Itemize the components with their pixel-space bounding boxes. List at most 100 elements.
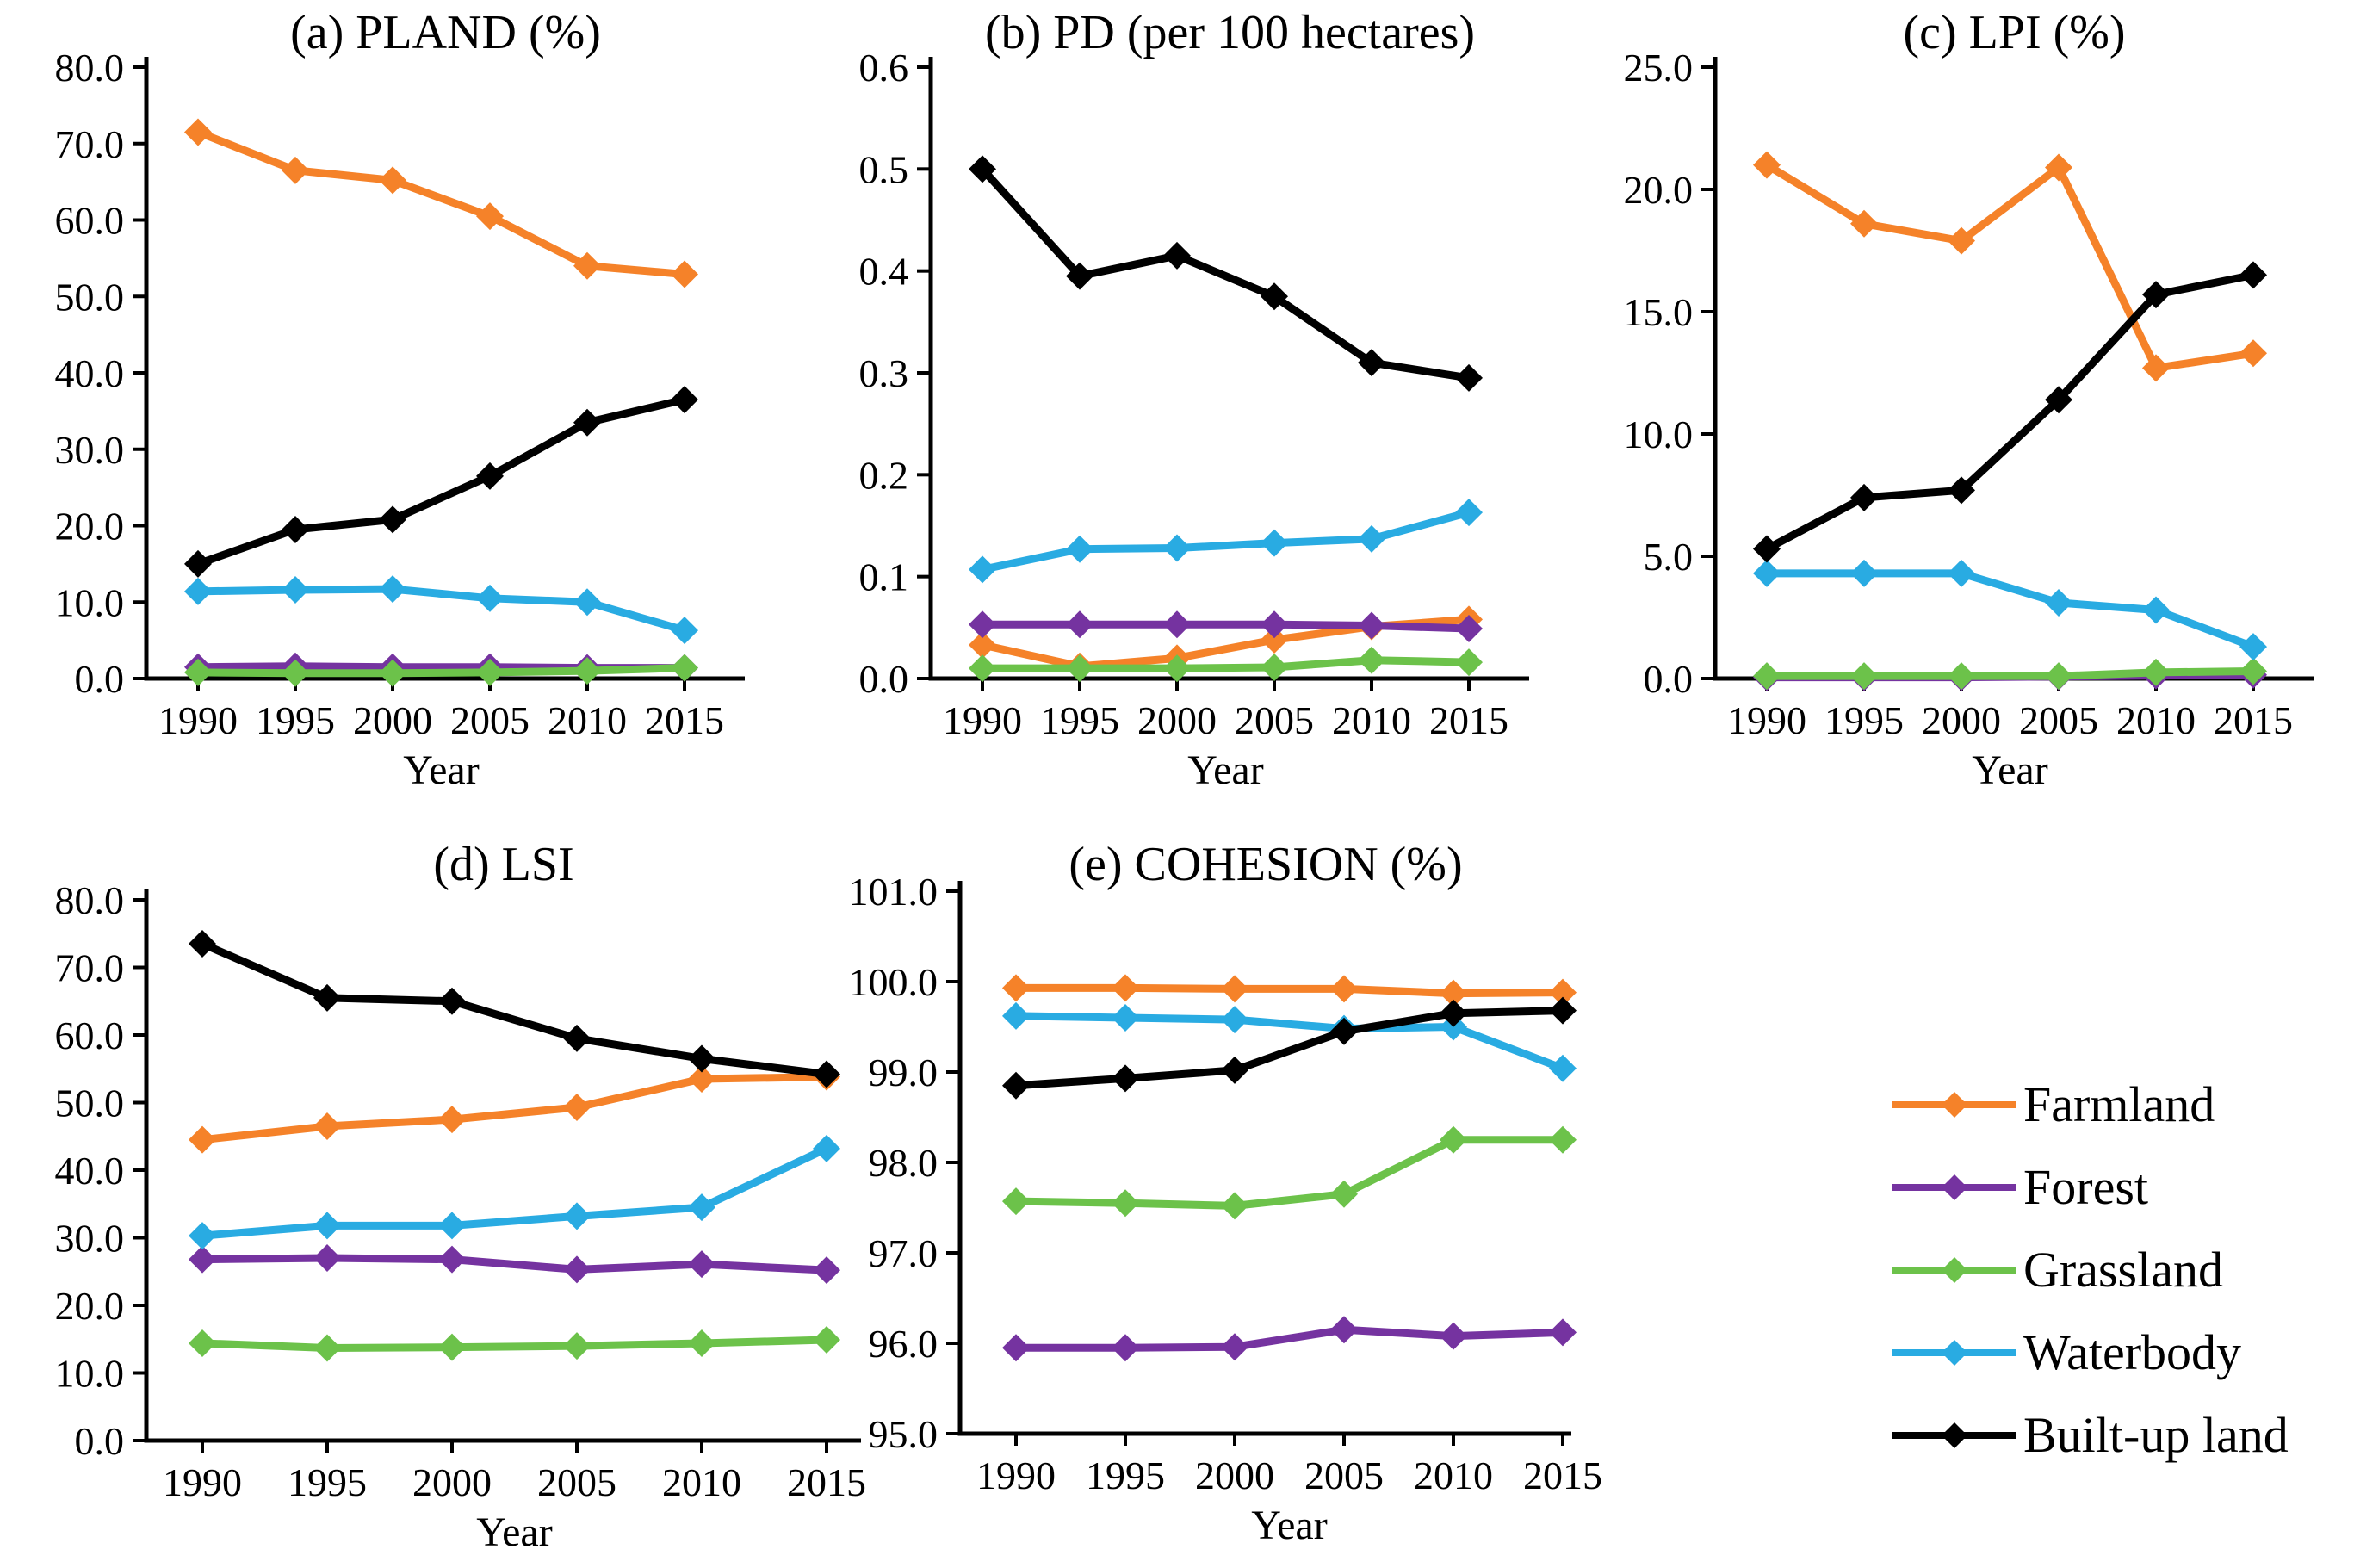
x-tick-label: 1990: [1727, 698, 1806, 742]
data-point-forest: [1455, 615, 1483, 643]
data-point-farmland: [438, 1106, 466, 1134]
x-tick-label: 1990: [158, 698, 238, 742]
data-point-built-up-land: [573, 408, 601, 437]
data-point-waterbody: [1261, 529, 1288, 557]
data-point-waterbody: [2045, 588, 2072, 617]
series-line-forest: [1012, 1325, 1567, 1352]
series-line-grassland: [198, 1336, 831, 1352]
y-tick-label: 50.0: [55, 1081, 125, 1125]
x-axis-title: Year: [1251, 1503, 1327, 1548]
farmland-line-marker-icon: [1892, 1092, 2016, 1118]
series-line-farmland: [198, 1073, 831, 1144]
y-tick-label: 70.0: [55, 122, 125, 166]
chart-title: (c) LPI (%): [1903, 6, 2125, 59]
data-point-forest: [1066, 610, 1093, 639]
y-tick-label: 97.0: [869, 1231, 939, 1275]
data-point-farmland: [379, 166, 406, 195]
data-point-farmland: [2142, 354, 2170, 382]
y-tick-label: 0.0: [75, 657, 125, 701]
legend-item-grassland: Grassland: [1886, 1229, 2351, 1311]
data-point-waterbody: [1002, 1001, 1030, 1030]
legend-diamond: [1942, 1257, 1967, 1283]
series-line-grassland: [1012, 1136, 1567, 1210]
data-point-built-up-land: [1549, 996, 1577, 1025]
x-tick-label: 2000: [412, 1460, 492, 1504]
waterbody-line-marker-icon: [1892, 1340, 2016, 1366]
series-line-waterbody: [1012, 1012, 1567, 1073]
y-tick-label: 101.0: [849, 870, 939, 914]
data-point-grassland: [2045, 662, 2072, 691]
data-point-grassland: [282, 659, 309, 687]
chart-svg-a: (a) PLAND (%) 0.0 10.0 20.0 30.0 40.0 50.0 60.0…: [55, 6, 745, 793]
series-line-farmland: [1012, 983, 1567, 998]
x-tick-label: 2000: [1195, 1453, 1274, 1497]
data-point-grassland: [1358, 646, 1385, 674]
chart-svg-b: (b) PD (per 100 hectares) 0.0 0.1 0.2 0.3 0.4…: [859, 6, 1529, 793]
y-tick-label: 0.6: [859, 46, 909, 90]
x-tick-label: 2015: [1429, 698, 1508, 742]
y-tick-label: 40.0: [55, 351, 125, 395]
legend-diamond: [1942, 1092, 1967, 1118]
y-tick-label: 0.0: [1644, 657, 1694, 701]
data-point-forest: [1440, 1322, 1467, 1350]
y-tick-label: 10.0: [55, 1352, 125, 1396]
x-tick-label: 1995: [1086, 1453, 1165, 1497]
data-point-grassland: [1440, 1125, 1467, 1154]
chart-svg-d: (d) LSI 0.0 10.0 20.0 30.0 40.0 50.0 60.0 70.0 80…: [55, 838, 867, 1555]
data-point-forest: [813, 1256, 840, 1285]
data-point-waterbody: [189, 1222, 216, 1250]
data-point-forest: [688, 1250, 715, 1279]
y-tick-label: 0.4: [859, 250, 909, 294]
y-tick-label: 99.0: [869, 1050, 939, 1094]
x-axis-title: Year: [1187, 747, 1263, 793]
data-point-grassland: [184, 658, 212, 686]
data-point-waterbody: [1358, 524, 1385, 553]
data-point-built-up-land: [1221, 1056, 1248, 1084]
series-line-built-up-land: [198, 939, 831, 1079]
y-tick-label: 20.0: [1624, 168, 1694, 212]
data-point-grassland: [573, 657, 601, 685]
data-point-grassland: [1221, 1192, 1248, 1220]
legend-diamond: [1942, 1340, 1967, 1366]
data-point-waterbody: [1066, 535, 1093, 563]
data-point-built-up-land: [1163, 241, 1191, 270]
series-line-grassland: [194, 664, 689, 678]
data-point-farmland: [1112, 974, 1139, 1002]
y-tick-label: 10.0: [55, 580, 125, 624]
x-tick-label: 2005: [450, 698, 530, 742]
legend-label: Forest: [2023, 1159, 2148, 1215]
x-tick-label: 2005: [537, 1460, 616, 1504]
y-tick-label: 0.1: [859, 555, 909, 599]
data-point-forest: [563, 1255, 591, 1284]
data-point-farmland: [2239, 339, 2267, 368]
chart-panel-pd: (b) PD (per 100 hectares) 0.0 0.1 0.2 0.3 0.4…: [784, 0, 1569, 827]
data-point-waterbody: [1948, 559, 1975, 587]
legend-diamond: [1942, 1174, 1967, 1200]
data-point-grassland: [1549, 1125, 1577, 1154]
y-tick-label: 96.0: [869, 1322, 939, 1366]
data-point-built-up-land: [438, 987, 466, 1015]
data-point-grassland: [813, 1326, 840, 1354]
y-tick-label: 80.0: [55, 878, 125, 922]
y-tick-label: 98.0: [869, 1141, 939, 1185]
chart-panel-cohesion: (e) COHESION (%) 95.0 96.0 97.0 98.0 99.0 100.…: [805, 827, 1653, 1568]
x-tick-label: 1990: [943, 698, 1022, 742]
data-point-built-up-land: [1753, 535, 1781, 563]
legend-item-waterbody: Waterbody: [1886, 1311, 2351, 1394]
data-point-forest: [1163, 610, 1191, 639]
data-point-waterbody: [1112, 1004, 1139, 1032]
series-line-forest: [198, 1254, 831, 1274]
legend-item-forest: Forest: [1886, 1146, 2351, 1229]
series-line-waterbody: [194, 585, 689, 635]
y-tick-label: 0.0: [859, 657, 909, 701]
legend-label: Grassland: [2023, 1242, 2223, 1298]
data-point-built-up-land: [1455, 363, 1483, 392]
data-point-built-up-land: [1330, 1017, 1358, 1045]
data-point-farmland: [313, 1112, 341, 1140]
data-point-grassland: [1112, 1189, 1139, 1218]
x-tick-label: 1995: [1040, 698, 1119, 742]
data-point-built-up-land: [1261, 282, 1288, 311]
data-point-grassland: [1948, 662, 1975, 691]
data-point-farmland: [476, 202, 504, 231]
series-line-waterbody: [198, 1144, 831, 1240]
